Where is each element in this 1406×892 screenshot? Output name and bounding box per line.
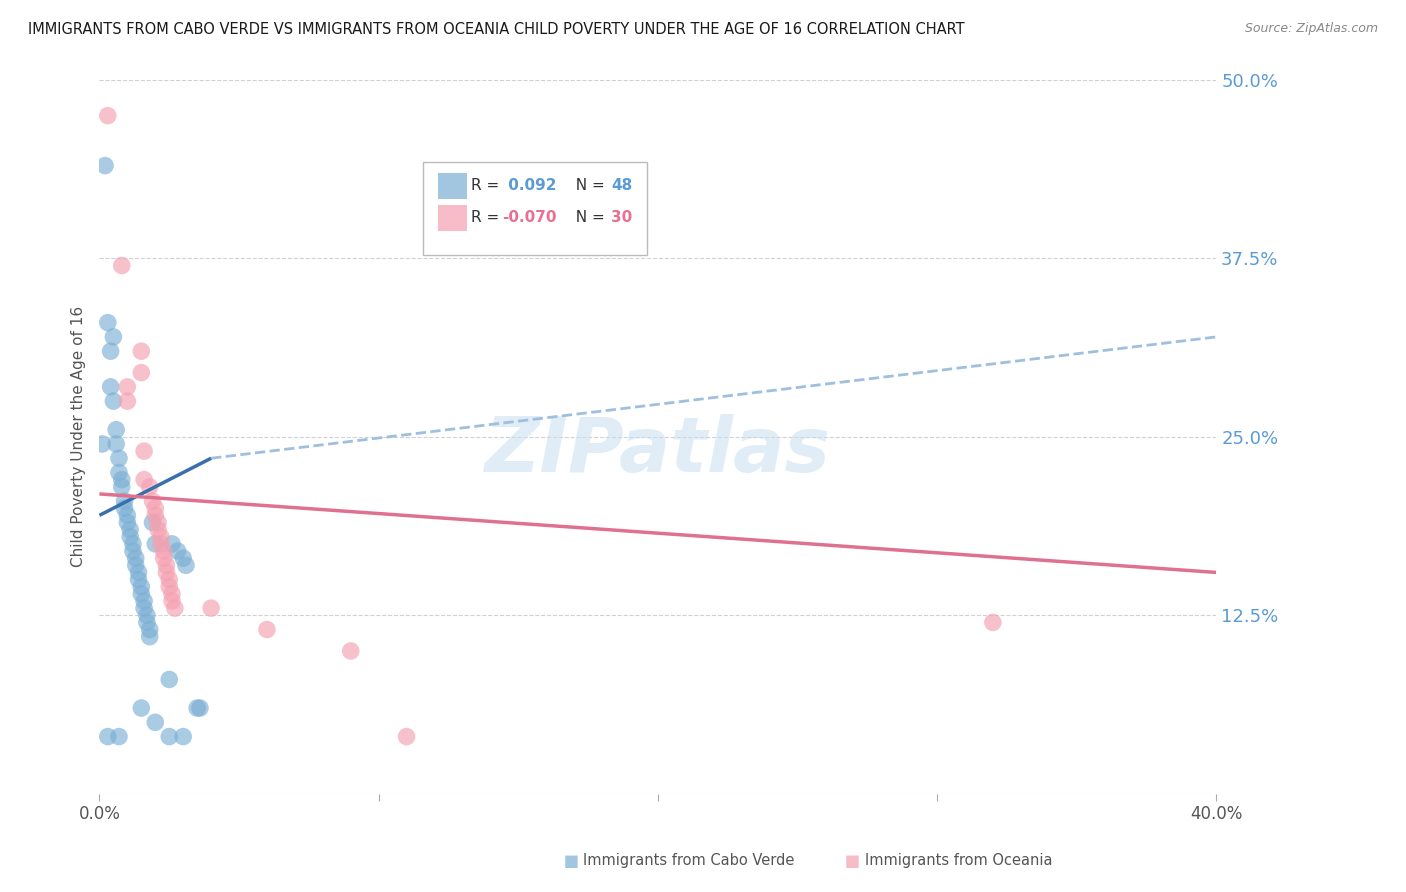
Point — [135, 615, 157, 630]
Point — [103, 330, 125, 344]
Point — [256, 623, 278, 637]
Point — [117, 516, 139, 530]
Point — [108, 451, 131, 466]
Point — [97, 316, 120, 330]
Point — [138, 623, 160, 637]
Point — [117, 394, 139, 409]
Point — [157, 580, 180, 594]
Point — [120, 530, 142, 544]
Point — [143, 501, 166, 516]
Point — [125, 551, 148, 566]
Point — [152, 544, 174, 558]
Point — [100, 344, 122, 359]
Point — [138, 630, 160, 644]
Point — [128, 566, 150, 580]
Point — [141, 516, 163, 530]
Point — [172, 730, 194, 744]
Text: ▪: ▪ — [562, 849, 579, 872]
FancyBboxPatch shape — [437, 173, 467, 199]
Point — [135, 608, 157, 623]
Point — [117, 508, 139, 523]
Text: N =: N = — [567, 178, 610, 193]
Point — [157, 573, 180, 587]
Y-axis label: Child Poverty Under the Age of 16: Child Poverty Under the Age of 16 — [72, 306, 86, 567]
Point — [188, 701, 211, 715]
Point — [174, 558, 197, 573]
FancyBboxPatch shape — [437, 205, 467, 231]
Point — [166, 544, 188, 558]
Text: R =: R = — [471, 211, 505, 225]
Point — [91, 437, 114, 451]
Point — [152, 551, 174, 566]
Point — [138, 480, 160, 494]
Point — [111, 473, 134, 487]
Point — [132, 601, 155, 615]
Point — [114, 501, 136, 516]
Point — [200, 601, 222, 615]
Point — [100, 380, 122, 394]
Point — [149, 537, 172, 551]
Point — [128, 573, 150, 587]
Point — [132, 594, 155, 608]
Point — [117, 380, 139, 394]
Text: 0.092: 0.092 — [502, 178, 557, 193]
Text: 30: 30 — [612, 211, 633, 225]
FancyBboxPatch shape — [423, 162, 647, 255]
Point — [131, 580, 153, 594]
Text: ▪: ▪ — [844, 849, 860, 872]
Point — [172, 551, 194, 566]
Point — [105, 423, 128, 437]
Text: ZIPatlas: ZIPatlas — [485, 414, 831, 488]
Text: IMMIGRANTS FROM CABO VERDE VS IMMIGRANTS FROM OCEANIA CHILD POVERTY UNDER THE AG: IMMIGRANTS FROM CABO VERDE VS IMMIGRANTS… — [28, 22, 965, 37]
Text: -0.070: -0.070 — [502, 211, 557, 225]
Point — [131, 344, 153, 359]
Point — [163, 601, 186, 615]
Text: 48: 48 — [612, 178, 633, 193]
Text: R =: R = — [471, 178, 505, 193]
Point — [108, 730, 131, 744]
Point — [122, 544, 145, 558]
Point — [131, 366, 153, 380]
Point — [114, 494, 136, 508]
Point — [103, 394, 125, 409]
Point — [143, 715, 166, 730]
Point — [160, 537, 183, 551]
Text: Immigrants from Oceania: Immigrants from Oceania — [865, 854, 1052, 868]
Text: Source: ZipAtlas.com: Source: ZipAtlas.com — [1244, 22, 1378, 36]
Point — [149, 530, 172, 544]
Point — [146, 516, 169, 530]
Point — [157, 673, 180, 687]
Point — [155, 558, 177, 573]
Point — [160, 587, 183, 601]
Point — [981, 615, 1004, 630]
Point — [94, 159, 117, 173]
Point — [157, 730, 180, 744]
Text: N =: N = — [567, 211, 610, 225]
Point — [186, 701, 208, 715]
Point — [395, 730, 418, 744]
Point — [146, 523, 169, 537]
Point — [160, 594, 183, 608]
Point — [111, 259, 134, 273]
Point — [122, 537, 145, 551]
Point — [143, 537, 166, 551]
Point — [141, 494, 163, 508]
Point — [97, 109, 120, 123]
Point — [155, 566, 177, 580]
Point — [131, 701, 153, 715]
Point — [143, 508, 166, 523]
Point — [97, 730, 120, 744]
Point — [132, 473, 155, 487]
Point — [108, 466, 131, 480]
Point — [131, 587, 153, 601]
Point — [120, 523, 142, 537]
Text: Immigrants from Cabo Verde: Immigrants from Cabo Verde — [583, 854, 794, 868]
Point — [125, 558, 148, 573]
Point — [105, 437, 128, 451]
Point — [132, 444, 155, 458]
Point — [339, 644, 361, 658]
Point — [111, 480, 134, 494]
